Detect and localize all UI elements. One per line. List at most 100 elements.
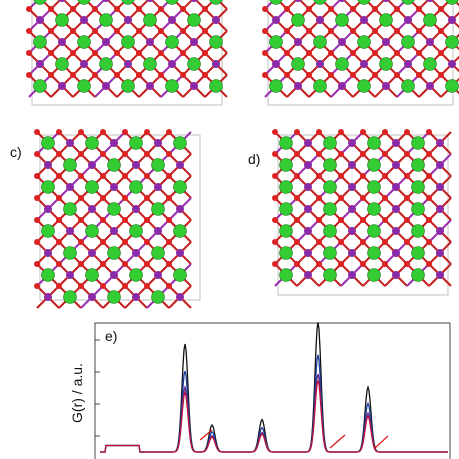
oxygen — [338, 129, 344, 135]
oxygen — [284, 6, 290, 12]
atom-purple — [44, 205, 52, 213]
atom-purple — [272, 60, 280, 68]
oxygen — [294, 195, 300, 201]
oxygen — [284, 72, 290, 78]
atom-green — [151, 202, 165, 216]
oxygen — [48, 28, 54, 34]
oxygen — [78, 283, 84, 289]
oxygen — [404, 195, 410, 201]
bond — [320, 0, 332, 10]
oxygen — [26, 72, 32, 78]
atom-green — [367, 224, 381, 238]
bond — [308, 0, 320, 10]
oxygen — [166, 129, 172, 135]
oxygen — [316, 217, 322, 223]
oxygen — [158, 6, 164, 12]
bond — [364, 0, 376, 10]
oxygen — [316, 151, 322, 157]
atom-green — [411, 136, 425, 150]
atom-purple — [338, 82, 346, 90]
oxygen — [394, 50, 400, 56]
oxygen — [350, 28, 356, 34]
oxygen — [70, 28, 76, 34]
oxygen — [122, 173, 128, 179]
atom-purple — [36, 16, 44, 24]
oxygen — [202, 28, 208, 34]
oxygen — [404, 129, 410, 135]
atom-green — [165, 79, 179, 93]
oxygen — [48, 72, 54, 78]
oxygen — [122, 151, 128, 157]
atom-purple — [80, 60, 88, 68]
oxygen — [92, 72, 98, 78]
atom-green — [121, 0, 135, 5]
atom-purple — [102, 0, 110, 2]
atom-purple — [436, 249, 444, 257]
atom-green — [41, 136, 55, 150]
oxygen — [100, 151, 106, 157]
atom-green — [313, 0, 327, 5]
oxygen — [360, 129, 366, 135]
structures — [26, 0, 459, 309]
atom-purple — [110, 139, 118, 147]
bond — [160, 0, 172, 10]
atom-green — [187, 13, 201, 27]
bond — [128, 0, 140, 10]
atom-purple — [66, 271, 74, 279]
oxygen — [306, 50, 312, 56]
atom-purple — [436, 227, 444, 235]
oxygen — [78, 261, 84, 267]
atom-green — [291, 57, 305, 71]
oxygen — [114, 6, 120, 12]
atom-green — [129, 136, 143, 150]
atom-green — [279, 180, 293, 194]
oxygen — [70, 6, 76, 12]
atom-green — [379, 57, 393, 71]
curve — [100, 354, 448, 453]
oxygen — [294, 129, 300, 135]
oxygen — [404, 239, 410, 245]
oxygen — [272, 239, 278, 245]
atom-green — [33, 79, 47, 93]
atom-purple — [132, 161, 140, 169]
oxygen — [56, 195, 62, 201]
bond — [440, 0, 452, 10]
oxygen — [180, 6, 186, 12]
atom-green — [313, 35, 327, 49]
oxygen — [262, 50, 268, 56]
oxygen — [382, 195, 388, 201]
atom-green — [279, 246, 293, 260]
bond — [430, 0, 442, 10]
oxygen — [122, 283, 128, 289]
bond — [62, 0, 74, 10]
oxygen — [350, 50, 356, 56]
atom-purple — [436, 161, 444, 169]
oxygen — [338, 217, 344, 223]
atom-purple — [316, 16, 324, 24]
atom-green — [107, 202, 121, 216]
atom-green — [291, 13, 305, 27]
oxygen — [166, 239, 172, 245]
atom-green — [279, 224, 293, 238]
bond — [106, 0, 118, 10]
oxygen — [382, 239, 388, 245]
oxygen — [122, 217, 128, 223]
atom-purple — [44, 161, 52, 169]
oxygen — [122, 195, 128, 201]
atom-green — [411, 158, 425, 172]
atom-green — [63, 290, 77, 304]
atom-green — [411, 246, 425, 260]
oxygen — [316, 173, 322, 179]
atom-purple — [124, 16, 132, 24]
oxygen — [426, 195, 432, 201]
atom-green — [63, 202, 77, 216]
atom-purple — [88, 293, 96, 301]
oxygen — [34, 239, 40, 245]
atom-purple — [436, 139, 444, 147]
atom-green — [173, 180, 187, 194]
atom-purple — [448, 60, 456, 68]
oxygen — [416, 72, 422, 78]
oxygen — [92, 6, 98, 12]
oxygen — [328, 72, 334, 78]
atom-green — [85, 136, 99, 150]
